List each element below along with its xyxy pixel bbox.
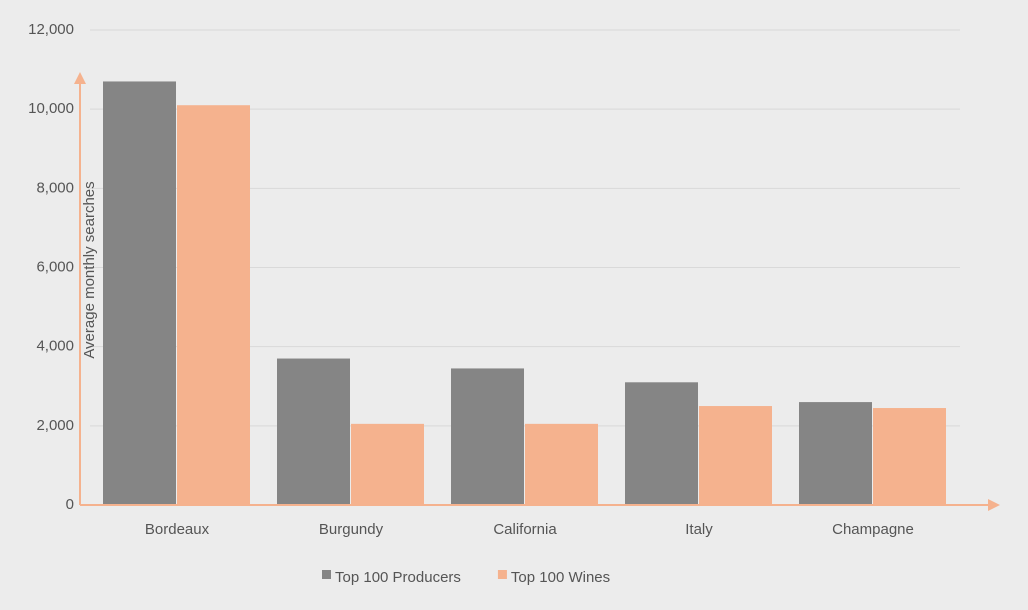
x-axis-arrow xyxy=(988,499,1000,511)
legend-swatch xyxy=(322,570,331,579)
bar xyxy=(277,358,350,505)
x-tick-label: California xyxy=(493,521,557,538)
legend-label: Top 100 Producers xyxy=(335,569,461,586)
plot: 0 2,000 4,000 6,000 8,000 10,000 12,000 Bordeau… xyxy=(28,21,1000,586)
bar xyxy=(525,423,598,505)
y-tick-label: 8,000 xyxy=(36,179,74,196)
bar xyxy=(177,105,250,505)
y-tick-label: 0 xyxy=(66,496,74,513)
y-axis-arrow xyxy=(74,72,86,84)
bar xyxy=(451,368,524,505)
x-tick-label: Champagne xyxy=(832,521,914,538)
legend-label: Top 100 Wines xyxy=(511,569,610,586)
bar xyxy=(699,406,772,505)
y-tick-label: 12,000 xyxy=(28,21,74,38)
bar xyxy=(351,423,424,505)
y-tick-label: 4,000 xyxy=(36,338,74,355)
y-tick-label: 6,000 xyxy=(36,258,74,275)
x-tick-label: Italy xyxy=(685,521,713,538)
bar xyxy=(103,81,176,505)
x-tick-label: Burgundy xyxy=(319,521,384,538)
y-tick-label: 10,000 xyxy=(28,100,74,117)
y-axis-label: Average monthly searches xyxy=(81,181,98,358)
x-tick-label: Bordeaux xyxy=(145,521,210,538)
bar xyxy=(625,382,698,505)
bar xyxy=(799,402,872,505)
bar xyxy=(873,408,946,505)
y-tick-label: 2,000 xyxy=(36,417,74,434)
legend-swatch xyxy=(497,570,507,579)
